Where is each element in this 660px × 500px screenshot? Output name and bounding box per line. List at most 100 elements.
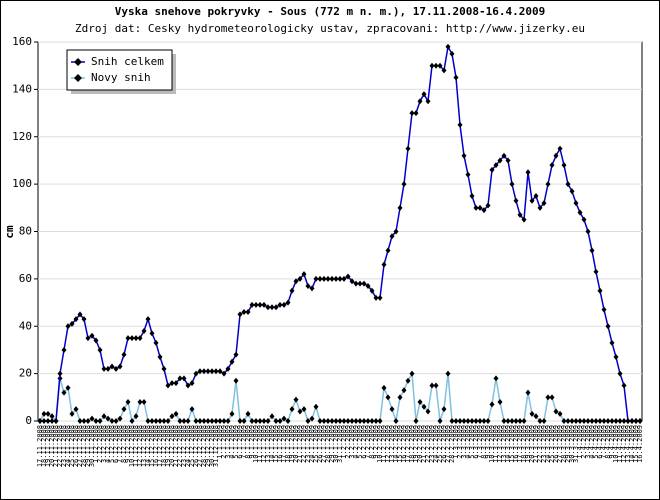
point-marker — [133, 413, 139, 420]
x-tick-label: 6.12.2008 — [112, 425, 120, 463]
point-marker — [373, 418, 379, 424]
point-marker — [413, 418, 419, 424]
point-marker — [529, 410, 535, 417]
point-marker — [49, 413, 55, 420]
point-marker — [417, 399, 423, 406]
point-marker — [489, 401, 495, 408]
y-tick-label: 20 — [19, 367, 32, 380]
point-marker — [89, 415, 95, 422]
point-marker — [81, 418, 87, 424]
point-marker — [589, 418, 595, 424]
x-tick-label: 19.1.2009 — [288, 425, 296, 463]
point-marker — [145, 316, 151, 323]
point-marker — [445, 370, 451, 377]
point-marker — [141, 327, 147, 334]
point-marker — [293, 278, 299, 285]
point-marker — [201, 368, 207, 375]
x-tick-label: 28.11.2008 — [80, 425, 88, 467]
point-marker — [233, 351, 239, 358]
point-marker — [181, 418, 187, 424]
x-tick-label: 22.12.2008 — [176, 425, 184, 467]
point-marker — [521, 418, 527, 424]
point-marker — [221, 370, 227, 377]
x-tick-label: 18.11.2008 — [40, 425, 48, 467]
x-tick-label: 28.12.2008 — [200, 425, 208, 467]
x-tick-label: 22.2.2009 — [424, 425, 432, 463]
point-marker — [505, 157, 511, 164]
point-marker — [265, 418, 271, 424]
point-marker — [553, 152, 559, 159]
point-marker — [365, 282, 371, 289]
legend-marker — [74, 58, 82, 66]
point-marker — [517, 211, 523, 218]
point-marker — [289, 406, 295, 413]
point-marker — [241, 418, 247, 424]
point-marker — [401, 181, 407, 188]
point-marker — [605, 323, 611, 330]
x-tick-label: 28.1.2009 — [324, 425, 332, 463]
point-marker — [245, 309, 251, 316]
point-marker — [213, 368, 219, 375]
x-tick-label: 29.12.2008 — [204, 425, 212, 467]
point-marker — [341, 418, 347, 424]
point-marker — [377, 418, 383, 424]
point-marker — [257, 301, 263, 308]
x-tick-label: 10.3.2009 — [488, 425, 496, 463]
point-marker — [585, 418, 591, 424]
point-marker — [381, 261, 387, 268]
point-marker — [329, 275, 335, 282]
point-marker — [521, 216, 527, 223]
point-marker — [429, 382, 435, 389]
point-marker — [149, 418, 155, 424]
point-marker — [389, 233, 395, 240]
x-tick-label: 13.3.2009 — [500, 425, 508, 463]
x-tick-label: 23.11.2008 — [60, 425, 68, 467]
point-marker — [285, 418, 291, 424]
legend-marker — [74, 74, 82, 82]
x-tick-label: 11.3.2009 — [492, 425, 500, 463]
x-tick-label: 14.12.2008 — [144, 425, 152, 467]
x-tick-label: 23.3.2009 — [540, 425, 548, 463]
x-tick-label: 24.3.2009 — [544, 425, 552, 463]
point-marker — [453, 418, 459, 424]
point-marker — [549, 394, 555, 401]
point-marker — [293, 396, 299, 403]
x-tick-label: 17.12.2008 — [156, 425, 164, 467]
point-marker — [225, 365, 231, 372]
x-tick-label: 16.2.2009 — [400, 425, 408, 463]
point-marker — [353, 280, 359, 287]
x-tick-label: 8.3.2009 — [480, 425, 488, 459]
x-tick-label: 5.1.2009 — [232, 425, 240, 459]
point-marker — [585, 228, 591, 235]
x-tick-label: 24.11.2008 — [64, 425, 72, 467]
x-tick-label: 18.2.2009 — [408, 425, 416, 463]
point-marker — [157, 418, 163, 424]
point-marker — [37, 418, 43, 424]
x-tick-label: 15.1.2009 — [272, 425, 280, 463]
y-tick-label: 60 — [19, 272, 32, 285]
point-marker — [409, 110, 415, 117]
point-marker — [453, 74, 459, 81]
point-marker — [385, 247, 391, 254]
x-tick-label: 11.4.2009 — [616, 425, 624, 463]
point-marker — [365, 418, 371, 424]
point-marker — [169, 413, 175, 420]
point-marker — [105, 415, 111, 422]
x-tick-label: 7.3.2009 — [476, 425, 484, 459]
x-tick-label: 26.2.2009 — [440, 425, 448, 463]
point-marker — [49, 418, 55, 424]
point-marker — [317, 275, 323, 282]
point-marker — [469, 418, 475, 424]
point-marker — [465, 418, 471, 424]
x-tick-label: 18.12.2008 — [160, 425, 168, 467]
x-tick-label: 15.3.2009 — [508, 425, 516, 463]
x-tick-label: 5.12.2008 — [108, 425, 116, 463]
point-marker — [557, 145, 563, 152]
point-marker — [121, 406, 127, 413]
point-marker — [529, 197, 535, 204]
point-marker — [345, 273, 351, 280]
point-marker — [573, 418, 579, 424]
point-marker — [393, 228, 399, 235]
x-tick-label: 6.3.2009 — [472, 425, 480, 459]
